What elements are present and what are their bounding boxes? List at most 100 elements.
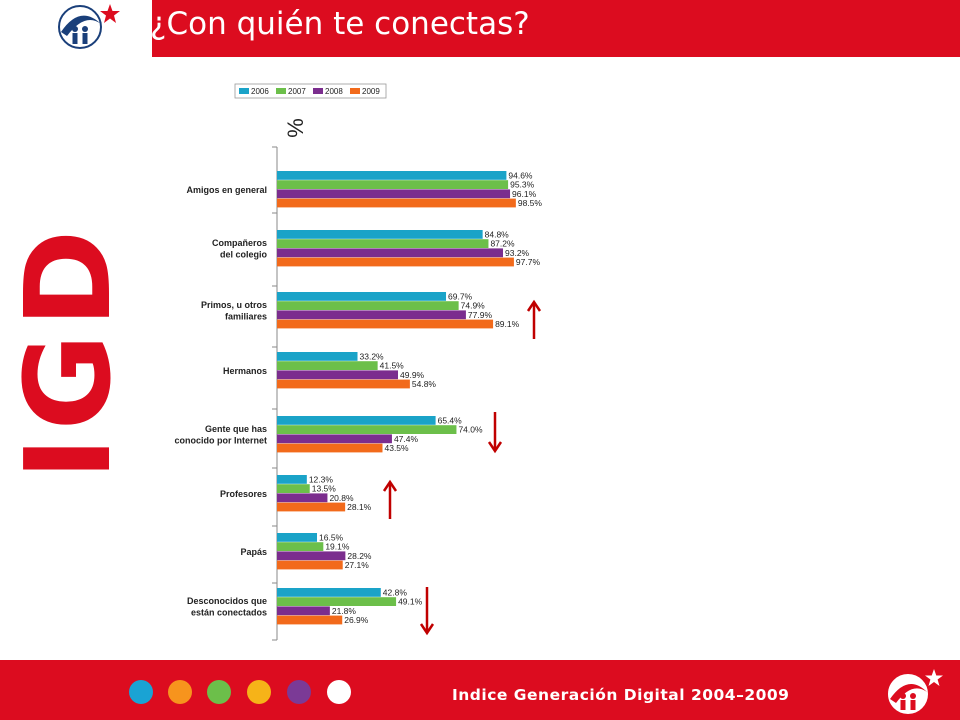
- bar-2008-1: [277, 248, 504, 258]
- bar-2008-3: [277, 370, 399, 380]
- value-label-2007-0: 95.3%: [510, 180, 535, 190]
- bar-2006-5: [277, 475, 307, 484]
- legend-swatch-2006: [239, 88, 249, 94]
- value-label-2009-4: 43.5%: [384, 443, 409, 453]
- bar-2009-4: [277, 443, 383, 453]
- footer-bar: [0, 660, 960, 720]
- value-label-2008-7: 21.8%: [332, 606, 357, 616]
- value-label-2006-7: 42.8%: [383, 587, 408, 597]
- footer-igd-logo-icon: [888, 669, 943, 714]
- header-bar: [152, 0, 960, 57]
- bar-2008-5: [277, 493, 328, 503]
- value-label-2008-6: 28.2%: [347, 551, 372, 561]
- legend-swatch-2009: [350, 88, 360, 94]
- trend-arrow-head-down-1: [487, 441, 503, 454]
- trend-arrow-head-down-3: [419, 623, 435, 636]
- value-label-2008-3: 49.9%: [400, 370, 425, 380]
- footer-dot-white: [327, 680, 351, 704]
- value-label-2006-3: 33.2%: [360, 351, 385, 361]
- legend-swatch-2008: [313, 88, 323, 94]
- bar-2008-7: [277, 606, 330, 616]
- value-label-2008-5: 20.8%: [329, 493, 354, 503]
- bar-2007-0: [277, 180, 509, 189]
- bar-2009-3: [277, 379, 410, 389]
- footer-dot-purple: [287, 680, 311, 704]
- bar-2007-1: [277, 239, 489, 248]
- value-label-2007-6: 19.1%: [325, 542, 350, 552]
- legend-label-2007: 2007: [288, 87, 306, 96]
- category-label-0-0: Amigos en general: [186, 185, 267, 195]
- legend-swatch-2007: [276, 88, 286, 94]
- value-label-2006-5: 12.3%: [309, 474, 334, 484]
- trend-arrow-head-up-2: [382, 479, 398, 492]
- value-label-2007-7: 49.1%: [398, 597, 423, 607]
- value-label-2006-0: 94.6%: [508, 170, 533, 180]
- bar-2007-3: [277, 361, 378, 370]
- category-label-7-0: Desconocidos que: [187, 596, 267, 606]
- footer-dot-cyan: [129, 680, 153, 704]
- trend-arrow-head-up-0: [526, 299, 542, 312]
- category-label-1-0: Compañeros: [212, 238, 267, 248]
- footer-text: Indice Generación Digital 2004–2009: [452, 686, 790, 704]
- bar-2009-0: [277, 198, 516, 208]
- bar-2009-2: [277, 319, 494, 329]
- value-label-2009-2: 89.1%: [495, 319, 520, 329]
- bar-2006-3: [277, 352, 358, 361]
- category-label-2-0: Primos, u otros: [201, 300, 267, 310]
- bar-2009-6: [277, 560, 343, 570]
- bar-2007-7: [277, 597, 397, 606]
- bar-2009-5: [277, 502, 346, 512]
- bar-2006-1: [277, 230, 483, 239]
- value-label-2007-1: 87.2%: [490, 239, 515, 249]
- igd-logo-icon: [58, 4, 120, 49]
- value-label-2006-1: 84.8%: [485, 229, 510, 239]
- slide-title: ¿Con quién te conectas?: [150, 6, 530, 42]
- bar-2006-4: [277, 416, 436, 425]
- bar-2008-6: [277, 551, 346, 561]
- bar-2006-2: [277, 292, 447, 301]
- category-label-4-0: Gente que has: [205, 424, 267, 434]
- value-label-2007-2: 74.9%: [461, 301, 486, 311]
- legend-label-2008: 2008: [325, 87, 343, 96]
- legend-box: [234, 83, 387, 99]
- value-label-2009-1: 97.7%: [516, 257, 541, 267]
- value-label-2007-5: 13.5%: [312, 484, 337, 494]
- bar-2009-7: [277, 615, 343, 625]
- value-label-2008-1: 93.2%: [505, 248, 530, 258]
- value-label-2006-4: 65.4%: [438, 415, 463, 425]
- category-label-2-1: familiares: [225, 312, 267, 322]
- legend-label-2009: 2009: [362, 87, 380, 96]
- bar-2008-2: [277, 310, 466, 320]
- bar-2007-6: [277, 542, 324, 551]
- value-label-2008-0: 96.1%: [512, 189, 537, 199]
- category-label-6-0: Papás: [240, 547, 267, 557]
- value-label-2006-6: 16.5%: [319, 532, 344, 542]
- footer-dot-yellow: [247, 680, 271, 704]
- value-label-2008-2: 77.9%: [468, 310, 493, 320]
- footer-dot-green: [207, 680, 231, 704]
- value-label-2007-4: 74.0%: [458, 425, 483, 435]
- bar-2006-6: [277, 533, 318, 542]
- value-label-2006-2: 69.7%: [448, 291, 473, 301]
- category-label-4-1: conocido por Internet: [174, 436, 267, 446]
- value-label-2008-4: 47.4%: [394, 434, 419, 444]
- bar-2006-7: [277, 588, 381, 597]
- category-label-7-1: están conectados: [191, 608, 267, 618]
- category-label-3-0: Hermanos: [223, 366, 267, 376]
- value-label-2009-6: 27.1%: [345, 560, 370, 570]
- value-label-2007-3: 41.5%: [380, 361, 405, 371]
- bar-2008-0: [277, 189, 511, 199]
- value-label-2009-5: 28.1%: [347, 502, 372, 512]
- bar-2007-5: [277, 484, 310, 493]
- footer-dot-orange: [168, 680, 192, 704]
- bar-2006-0: [277, 171, 507, 180]
- bar-2007-2: [277, 301, 459, 310]
- unit-label: %: [283, 118, 308, 138]
- bar-2008-4: [277, 434, 392, 444]
- legend-label-2006: 2006: [251, 87, 269, 96]
- value-label-2009-7: 26.9%: [344, 615, 369, 625]
- category-label-5-0: Profesores: [220, 489, 267, 499]
- bar-2009-1: [277, 257, 514, 267]
- category-label-1-1: del colegio: [220, 250, 268, 260]
- value-label-2009-3: 54.8%: [412, 379, 437, 389]
